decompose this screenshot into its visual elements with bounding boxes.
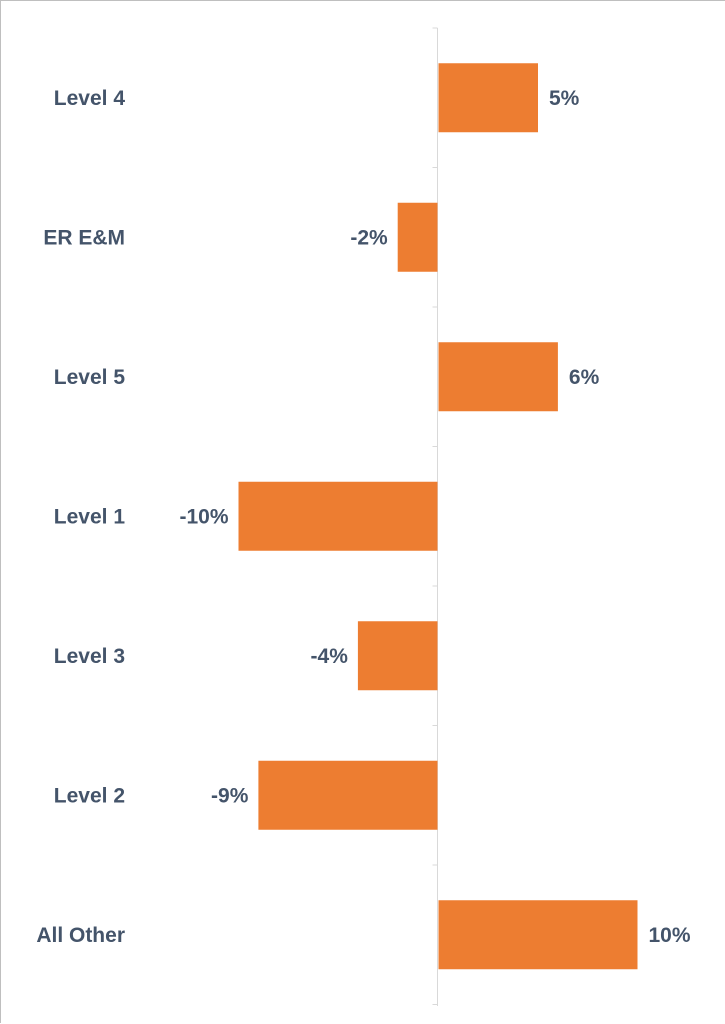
data-label: 6% (569, 366, 600, 389)
category-label: Level 5 (54, 366, 126, 389)
bar-4 (357, 621, 438, 691)
labels-layer: Level 4 5% ER E&M -2% Level 5 6% Level 1 -10% Le… (36, 87, 691, 947)
bar-5 (258, 760, 438, 830)
bars-layer (238, 63, 638, 970)
category-label: Level 2 (54, 784, 125, 807)
category-label: Level 1 (54, 505, 126, 528)
data-label: -2% (350, 226, 388, 249)
data-label: -10% (179, 505, 228, 528)
category-label: ER E&M (43, 226, 125, 249)
data-label: 10% (649, 924, 691, 947)
data-label: -4% (311, 645, 349, 668)
bar-0 (438, 63, 538, 133)
bar-1 (397, 202, 438, 272)
data-label: -9% (211, 784, 249, 807)
bar-2 (438, 342, 558, 412)
category-label: Level 4 (54, 87, 126, 110)
data-label: 5% (549, 87, 580, 110)
bar-6 (438, 900, 638, 970)
category-label: Level 3 (54, 645, 125, 668)
bar-3 (238, 481, 438, 551)
category-label: All Other (36, 924, 125, 947)
